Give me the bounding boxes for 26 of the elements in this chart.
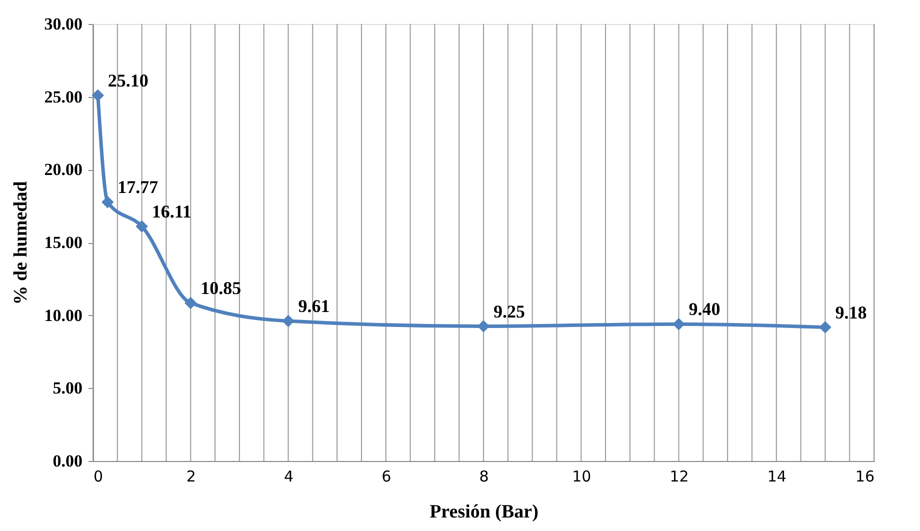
y-tick-label: 15.00 — [44, 233, 82, 252]
y-axis-title: % de humedad — [10, 180, 32, 305]
text: 9.18 — [835, 302, 867, 322]
text: 9.25 — [494, 301, 525, 322]
x-tick-label: 12 — [670, 468, 689, 486]
text: 16.11 — [152, 201, 192, 222]
y-tick-label: 20.00 — [44, 160, 82, 180]
text: 9.61 — [298, 296, 330, 316]
x-tick-label: 0 — [94, 468, 104, 486]
y-tick-label: 25.00 — [44, 87, 82, 106]
x-tick-label: 2 — [186, 468, 196, 486]
x-axis-title: Presión (Bar) — [430, 502, 538, 522]
x-tick-label: 6 — [382, 468, 392, 486]
text: 10.85 — [200, 278, 242, 298]
y-tick-label: 5.00 — [52, 378, 82, 398]
x-tick-label: 8 — [479, 468, 489, 486]
x-tick-label: 16 — [855, 468, 874, 486]
y-tick-label: 10.00 — [44, 306, 82, 325]
text: 9.40 — [688, 299, 720, 320]
text: 17.77 — [118, 177, 158, 198]
x-tick-label: 4 — [284, 468, 294, 486]
y-tick-label: 0.00 — [52, 452, 82, 470]
x-tick-label: 14 — [767, 468, 786, 486]
text: 25.10 — [108, 70, 148, 90]
y-tick-label: 30.00 — [44, 14, 82, 34]
x-tick-label: 10 — [572, 468, 592, 486]
